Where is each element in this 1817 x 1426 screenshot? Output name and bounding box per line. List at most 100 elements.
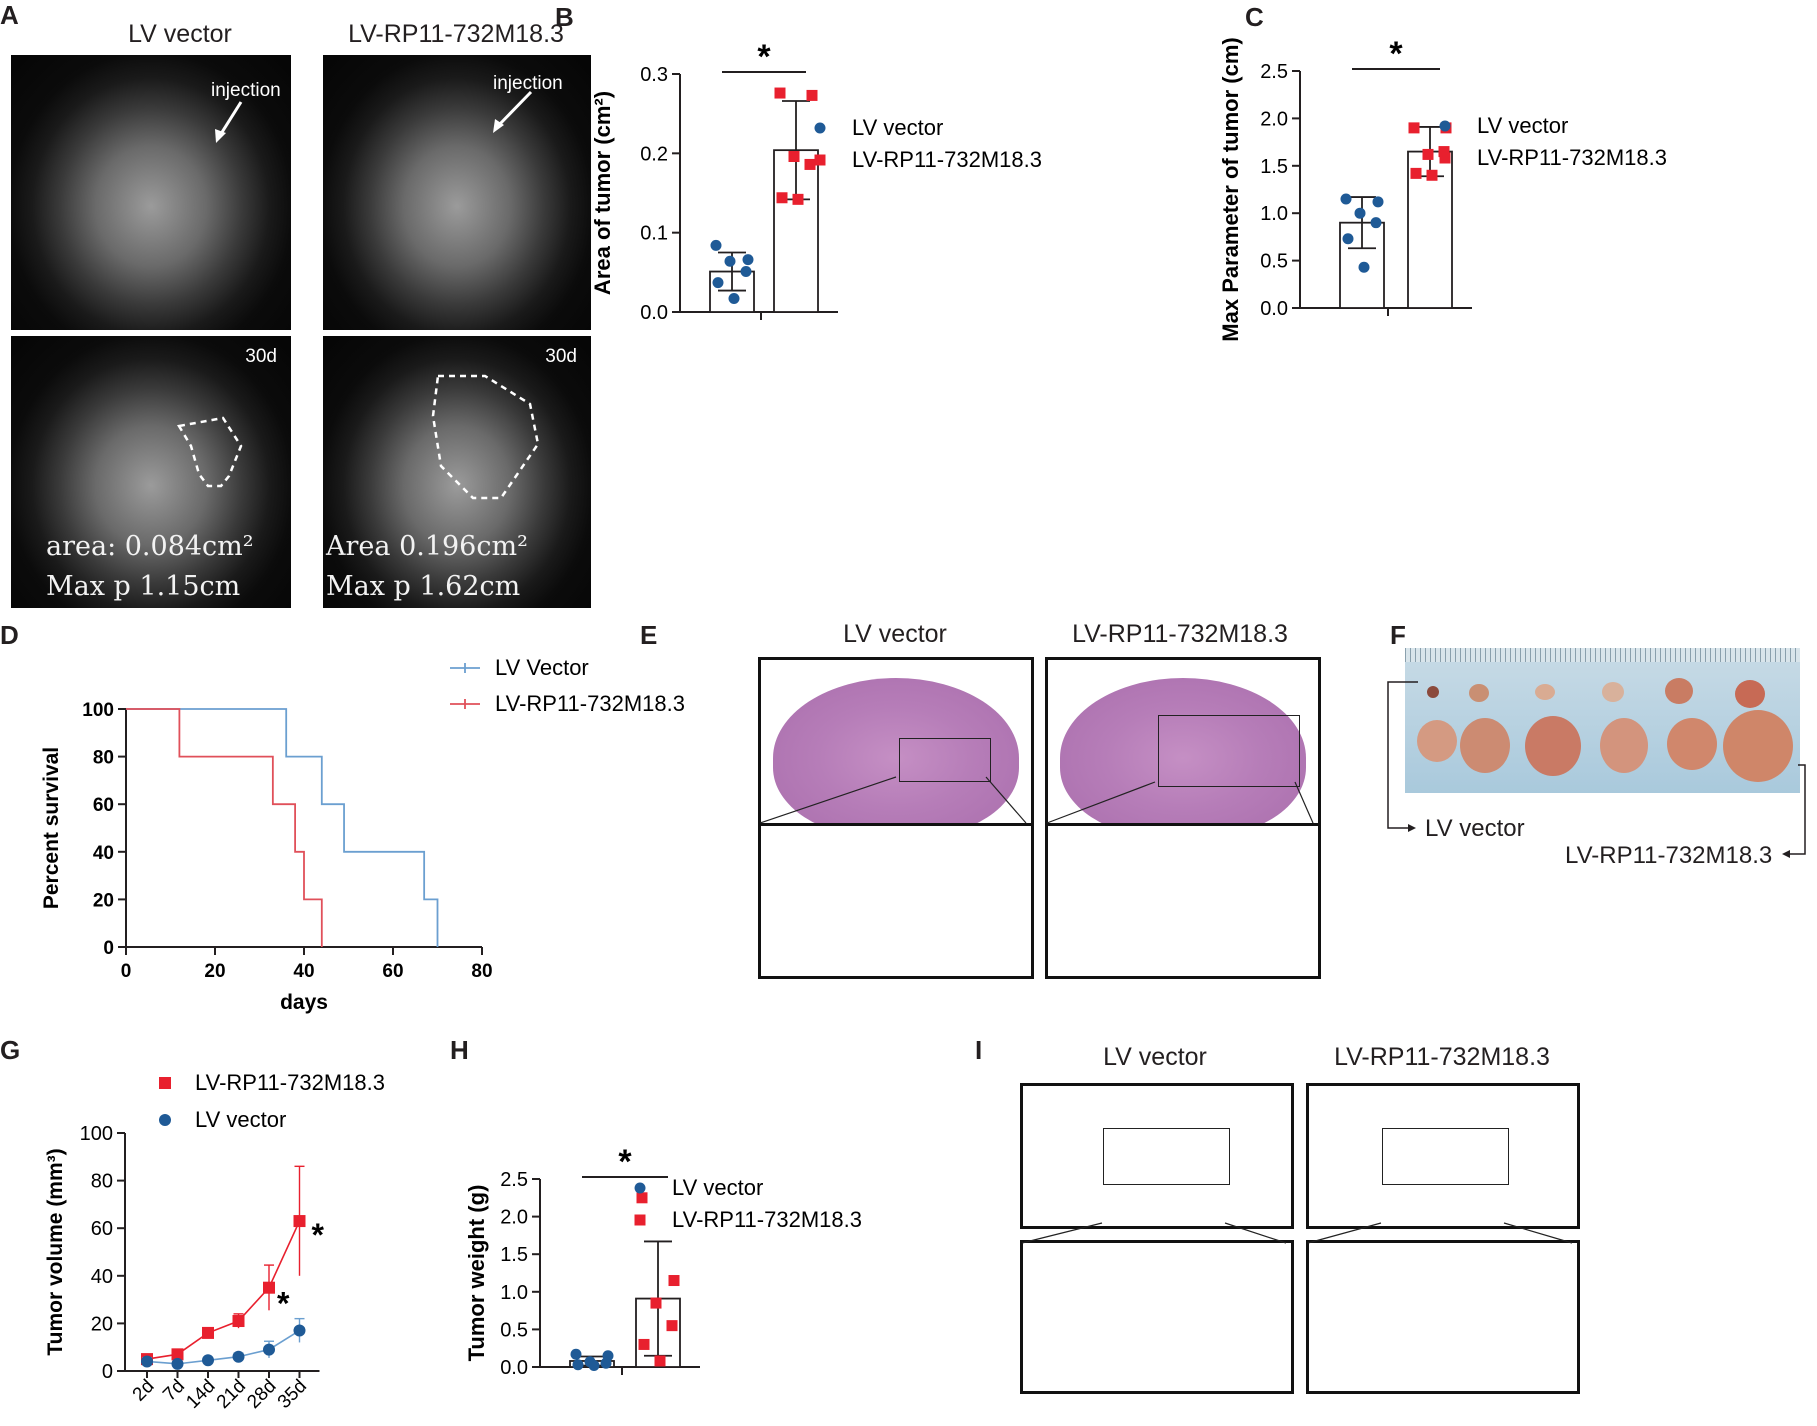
data-point <box>668 1275 680 1287</box>
data-point <box>654 1355 666 1367</box>
data-point <box>728 293 740 305</box>
data-point <box>1408 122 1420 134</box>
legend-label: LV-RP11-732M18.3 <box>852 147 1042 172</box>
data-point <box>572 1359 584 1371</box>
y-tick-label: 2.0 <box>500 1207 528 1229</box>
y-axis-label: Max Parameter of tumor (cm) <box>1218 37 1243 341</box>
y-tick-label: 60 <box>93 795 114 816</box>
panel-letter-d: D <box>0 620 19 650</box>
data-point <box>806 89 818 101</box>
tumor-small-2 <box>1469 684 1489 702</box>
y-tick-label: 0.5 <box>1260 251 1288 273</box>
legend-marker <box>159 1077 171 1089</box>
data-point <box>202 1326 214 1339</box>
panel-f-bracket-lines <box>1387 681 1806 858</box>
tumor-small-1 <box>1427 686 1439 698</box>
x-tick-label: 0 <box>121 961 132 982</box>
data-point <box>1426 169 1438 181</box>
panel-letter-c: C <box>1245 2 1264 32</box>
panel-letter-f: F <box>1390 620 1406 650</box>
mri-top-left-arrow <box>215 101 243 143</box>
y-tick-label: 0.0 <box>640 302 668 324</box>
y-tick-label: 2.0 <box>1260 108 1288 130</box>
chart-d-survival: 0 20 40 60 80 100 0 20 40 60 80 days Percent surviva… <box>40 655 685 1014</box>
chart-c-max-parameter: 0.0 0.5 1.0 1.5 2.0 2.5 Max Parameter of tumor… <box>1218 35 1667 342</box>
mri-bottom-left-timepoint: 30d <box>245 346 277 367</box>
tumor-large-3 <box>1525 716 1581 776</box>
tumor-large-2 <box>1460 718 1510 773</box>
he-zoom-connector-lines <box>759 776 1314 824</box>
legend-label: LV vector <box>852 115 943 140</box>
legend-label: LV vector <box>195 1107 286 1132</box>
mri-left-area-text: area: 0.084cm² <box>46 531 254 562</box>
data-point <box>1358 261 1370 273</box>
he-zoom-lv-rp11 <box>1045 823 1321 979</box>
data-point <box>1354 207 1366 219</box>
tumor-small-5 <box>1665 678 1693 704</box>
y-tick-label: 80 <box>91 1171 113 1193</box>
data-point <box>141 1355 153 1368</box>
panel-letter-h: H <box>450 1035 469 1065</box>
significance-star: * <box>312 1217 325 1253</box>
mri-bottom-left: 30d area: 0.084cm² Max p 1.15cm <box>11 336 291 608</box>
data-point <box>1340 193 1352 205</box>
panel-letter-i: I <box>975 1035 983 1065</box>
y-tick-label: 1.5 <box>1260 156 1288 178</box>
y-tick-label: 0.3 <box>640 64 668 86</box>
he-brain-lv-rp11-tissue <box>1060 678 1306 838</box>
data-point <box>712 277 724 289</box>
data-point <box>1422 148 1434 160</box>
panel-i-title-lv-rp11: LV-RP11-732M18.3 <box>1334 1043 1550 1071</box>
legend-label: LV-RP11-732M18.3 <box>495 691 685 716</box>
data-point <box>600 1357 612 1369</box>
legend-marker <box>159 1114 171 1126</box>
data-point <box>293 1324 306 1337</box>
legend-marker <box>814 122 826 134</box>
tumor-photo <box>1405 648 1800 793</box>
data-point <box>293 1215 306 1228</box>
legend-label: LV-RP11-732M18.3 <box>195 1070 385 1095</box>
y-tick-label: 80 <box>93 748 114 769</box>
he-zoom-lv-vector <box>758 823 1034 979</box>
data-point <box>588 1359 600 1371</box>
mri-bottom-right: 30d Area 0.196cm² Max p 1.62cm <box>323 336 591 608</box>
data-point <box>202 1354 214 1367</box>
data-point <box>710 239 722 251</box>
x-tick-label: 2d <box>129 1376 159 1406</box>
data-point <box>650 1297 662 1309</box>
data-point <box>171 1348 184 1361</box>
legend-label: LV-RP11-732M18.3 <box>672 1207 862 1232</box>
survival-line-lv-rp11 <box>126 708 323 947</box>
significance-star: * <box>277 1286 290 1322</box>
mri-left-maxp-text: Max p 1.15cm <box>46 571 241 602</box>
tumor-small-6 <box>1735 680 1765 708</box>
data-point <box>666 1320 678 1332</box>
y-tick-label: 0 <box>103 938 114 959</box>
data-point <box>742 254 754 266</box>
legend-label: LV Vector <box>495 655 589 680</box>
tumor-small-3 <box>1535 684 1555 700</box>
x-tick-label: 60 <box>382 961 403 982</box>
y-tick-label: 1.0 <box>500 1282 528 1304</box>
data-point <box>774 87 786 99</box>
y-tick-label: 40 <box>91 1266 113 1288</box>
x-tick-label: 40 <box>293 961 314 982</box>
he-brain-lv-vector <box>758 657 1034 856</box>
data-point <box>232 1350 245 1363</box>
data-point <box>232 1315 245 1328</box>
data-point <box>171 1357 184 1370</box>
y-tick-label: 100 <box>80 1123 113 1145</box>
ruler <box>1405 648 1800 662</box>
tumor-outline-right <box>431 374 540 500</box>
data-point <box>1370 217 1382 229</box>
tumor-small-4 <box>1602 682 1624 702</box>
x-tick-label: 28d <box>243 1376 280 1413</box>
y-tick-label: 40 <box>93 843 114 864</box>
x-tick-label: 20 <box>204 961 225 982</box>
legend-marker <box>1439 120 1451 132</box>
panel-f-label-lv-rp11: LV-RP11-732M18.3 <box>1565 842 1773 869</box>
tumor-outline-left <box>176 416 243 488</box>
significance-star: * <box>618 1143 632 1181</box>
he-tumor-connector-lines <box>1021 1222 1573 1244</box>
x-tick-label: 80 <box>471 961 492 982</box>
